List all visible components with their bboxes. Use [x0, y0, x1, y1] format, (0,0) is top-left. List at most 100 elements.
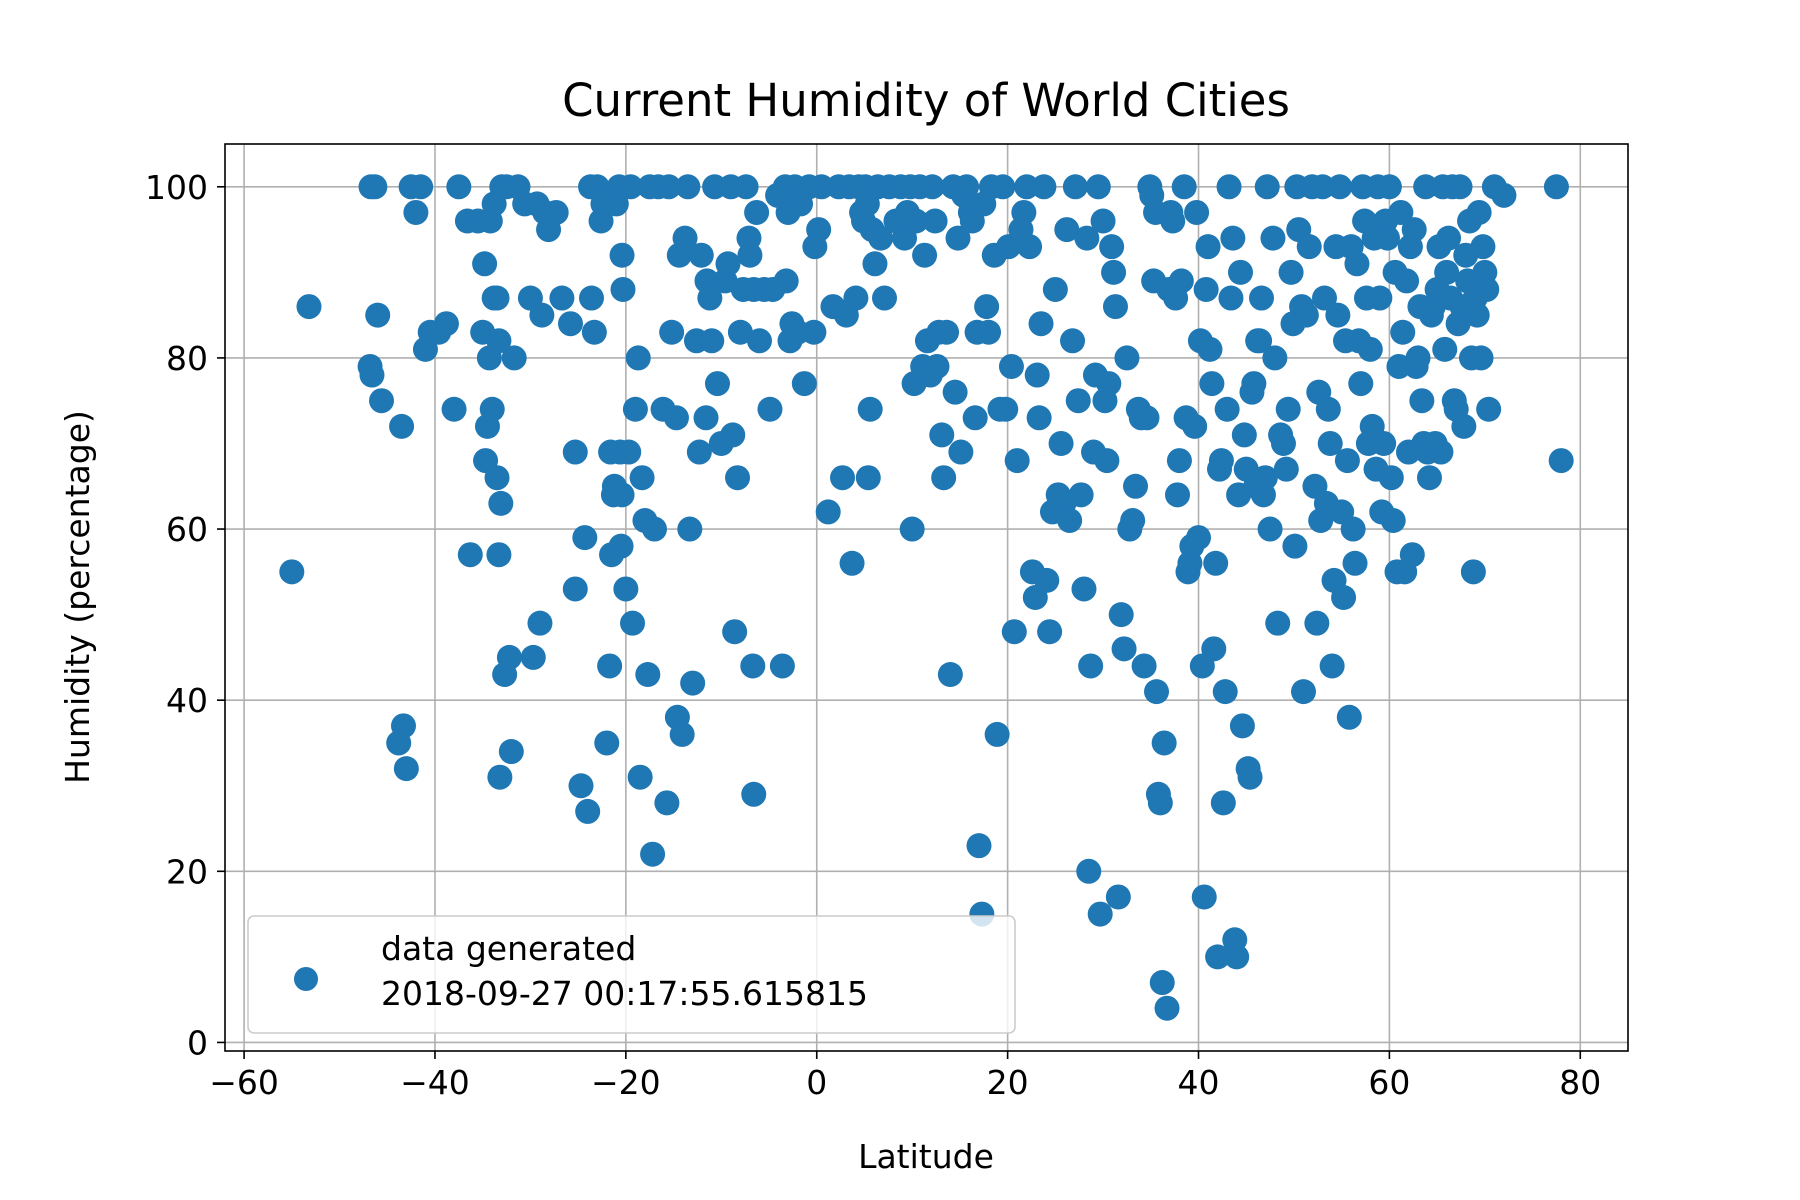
data-point [984, 721, 1010, 747]
data-point [486, 328, 512, 354]
data-point [737, 242, 763, 268]
data-point [1182, 413, 1208, 439]
data-point [1048, 430, 1074, 456]
data-point [1237, 764, 1263, 790]
data-point [1231, 422, 1257, 448]
data-point [1199, 371, 1225, 397]
data-point [1078, 653, 1104, 679]
data-point [1416, 465, 1442, 491]
data-point [1270, 430, 1296, 456]
data-point [1260, 225, 1286, 251]
data-point [1011, 199, 1037, 225]
data-point [609, 482, 635, 508]
data-point [1466, 199, 1492, 225]
data-point [1304, 610, 1330, 636]
data-point [809, 174, 835, 200]
x-axis-ticks: −60 −40 −20 0 20 40 60 80 [209, 1051, 1601, 1102]
data-point [1186, 525, 1212, 551]
data-point [1208, 448, 1234, 474]
data-point [487, 764, 513, 790]
data-point [663, 405, 689, 431]
data-point [675, 174, 701, 200]
data-point [1108, 602, 1134, 628]
data-point [1074, 225, 1100, 251]
y-tick-label: 60 [166, 510, 208, 549]
data-point [727, 319, 753, 345]
data-point [857, 396, 883, 422]
data-point [945, 225, 971, 251]
data-point [1154, 995, 1180, 1021]
data-point [446, 174, 472, 200]
data-point [279, 559, 305, 585]
data-point [741, 781, 767, 807]
data-point [433, 311, 459, 337]
data-point [1378, 465, 1404, 491]
chart-title: Current Humidity of World Cities [562, 74, 1290, 127]
x-tick-label: 20 [987, 1063, 1029, 1102]
data-point [562, 439, 588, 465]
data-point [635, 662, 661, 688]
data-point [1201, 636, 1227, 662]
data-point [640, 841, 666, 867]
data-point [1210, 790, 1236, 816]
data-point [948, 439, 974, 465]
data-point [693, 405, 719, 431]
data-point [872, 285, 898, 311]
data-point [680, 670, 706, 696]
data-point [1401, 217, 1427, 243]
data-point [990, 174, 1016, 200]
data-point [390, 713, 416, 739]
data-point [1026, 405, 1052, 431]
data-point [1168, 268, 1194, 294]
data-point [1111, 636, 1137, 662]
data-point [1220, 225, 1246, 251]
data-point [1434, 259, 1460, 285]
data-point [1123, 473, 1149, 499]
data-point [1197, 336, 1223, 362]
data-point [791, 371, 817, 397]
data-point [1102, 294, 1128, 320]
data-point [830, 465, 856, 491]
data-point [620, 610, 646, 636]
data-point [389, 413, 415, 439]
data-point [625, 345, 651, 371]
data-point [1296, 234, 1322, 260]
data-point [1105, 884, 1131, 910]
data-point [1166, 448, 1192, 474]
data-point [922, 208, 948, 234]
data-point [1257, 516, 1283, 542]
data-point [773, 268, 799, 294]
data-point [1394, 268, 1420, 294]
data-point [1090, 208, 1116, 234]
data-point [942, 379, 968, 405]
data-point [1357, 336, 1383, 362]
data-point [520, 644, 546, 670]
data-point [740, 653, 766, 679]
data-point [558, 311, 584, 337]
y-tick-label: 20 [166, 852, 208, 891]
data-point [1071, 576, 1097, 602]
data-point [1386, 353, 1412, 379]
data-point [1229, 713, 1255, 739]
data-point [931, 465, 957, 491]
data-point [1273, 456, 1299, 482]
data-point [1068, 482, 1094, 508]
data-point [1218, 285, 1244, 311]
data-point [609, 242, 635, 268]
data-point [1348, 371, 1374, 397]
data-point [855, 465, 881, 491]
data-point [672, 225, 698, 251]
data-point [1331, 585, 1357, 610]
data-point [656, 174, 682, 200]
data-point [479, 396, 505, 422]
data-point [903, 208, 929, 234]
data-point [1367, 285, 1393, 311]
data-point [669, 721, 695, 747]
data-point [1262, 345, 1288, 371]
data-point [1405, 345, 1431, 371]
data-point [1214, 396, 1240, 422]
data-point [1315, 396, 1341, 422]
data-point [488, 490, 514, 516]
x-tick-label: 40 [1178, 1063, 1220, 1102]
data-point [618, 174, 644, 200]
